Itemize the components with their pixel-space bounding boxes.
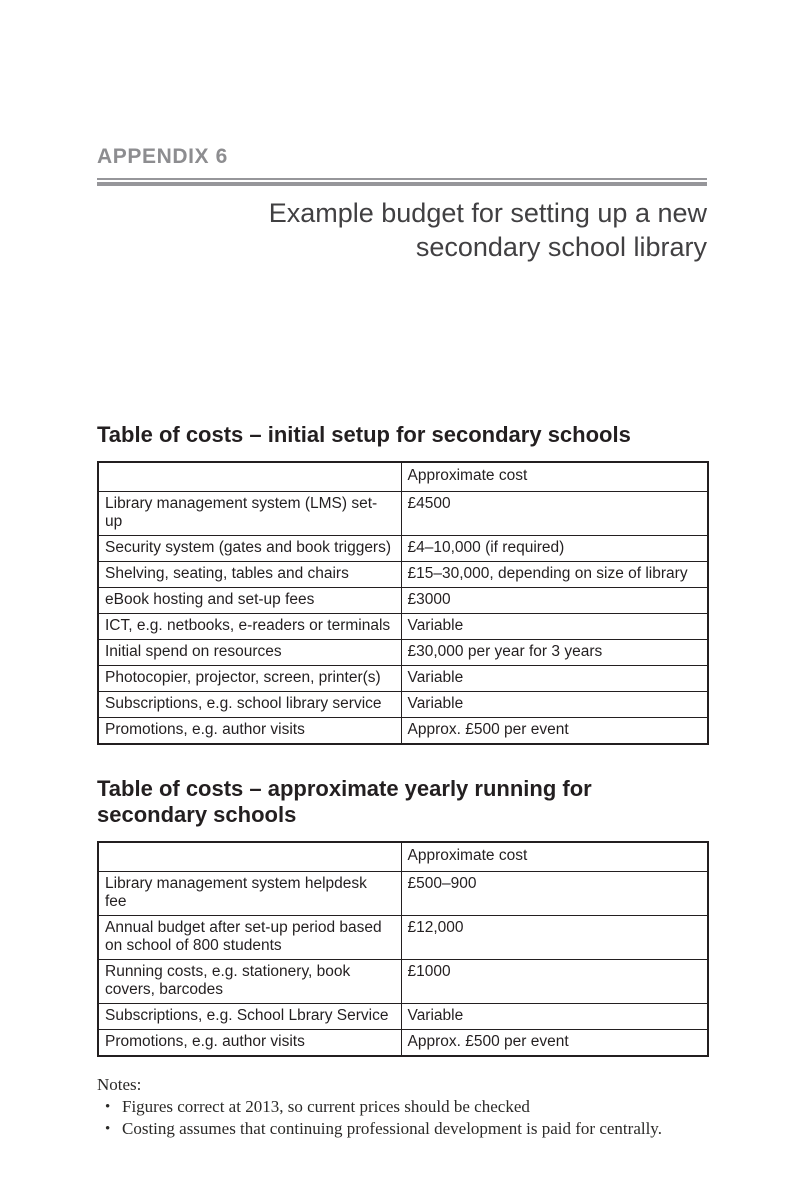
cost-cell: Approx. £500 per event [400,1029,709,1057]
cost-cell: £15–30,000, depending on size of library [400,561,709,588]
notes-label: Notes: [97,1075,142,1094]
table-header-row: Approximate cost [97,461,709,492]
table-row: eBook hosting and set-up fees £3000 [97,587,709,614]
notes-section: Notes: • Figures correct at 2013, so cur… [97,1074,707,1140]
cost-cell: Variable [400,1003,709,1030]
item-cell: Shelving, seating, tables and chairs [97,561,402,588]
page-title-line-1: Example budget for setting up a new [268,198,707,228]
note-bullet-item: • Figures correct at 2013, so current pr… [97,1096,707,1118]
yearly-running-costs-table: Approximate cost Library management syst… [97,841,709,1057]
table-row: Annual budget after set-up period based … [97,915,709,960]
item-cell: Security system (gates and book triggers… [97,535,402,562]
item-cell: Initial spend on resources [97,639,402,666]
appendix-label: APPENDIX 6 [97,145,228,168]
cost-cell: £1000 [400,959,709,1004]
item-cell: eBook hosting and set-up fees [97,587,402,614]
note-text: Figures correct at 2013, so current pric… [122,1097,530,1116]
cost-cell: £4500 [400,491,709,536]
item-cell: Promotions, e.g. author visits [97,717,402,745]
header-double-rule [97,178,707,186]
cost-cell: £4–10,000 (if required) [400,535,709,562]
empty-header-cell [97,841,402,872]
table-row: Library management system helpdesk fee £… [97,871,709,916]
table-row: Subscriptions, e.g. School Lbrary Servic… [97,1003,709,1030]
item-cell: Annual budget after set-up period based … [97,915,402,960]
table-row: ICT, e.g. netbooks, e-readers or termina… [97,613,709,640]
approximate-cost-header: Approximate cost [400,461,709,492]
table-row: Security system (gates and book triggers… [97,535,709,562]
table-row: Promotions, e.g. author visits Approx. £… [97,717,709,745]
cost-cell: £3000 [400,587,709,614]
item-cell: Library management system (LMS) set-up [97,491,402,536]
table-row: Running costs, e.g. stationery, book cov… [97,959,709,1004]
cost-cell: Approx. £500 per event [400,717,709,745]
initial-setup-costs-table: Approximate cost Library management syst… [97,461,709,745]
cost-cell: £30,000 per year for 3 years [400,639,709,666]
table-row: Library management system (LMS) set-up £… [97,491,709,536]
table-row: Initial spend on resources £30,000 per y… [97,639,709,666]
item-cell: Subscriptions, e.g. school library servi… [97,691,402,718]
note-text: Costing assumes that continuing professi… [122,1119,662,1138]
bullet-icon: • [105,1121,111,1137]
note-bullet-item: • Costing assumes that continuing profes… [97,1118,707,1140]
cost-cell: Variable [400,665,709,692]
table-row: Shelving, seating, tables and chairs £15… [97,561,709,588]
table-row: Promotions, e.g. author visits Approx. £… [97,1029,709,1057]
section-heading-initial-setup: Table of costs – initial setup for secon… [97,422,631,447]
empty-header-cell [97,461,402,492]
item-cell: Subscriptions, e.g. School Lbrary Servic… [97,1003,402,1030]
cost-cell: £500–900 [400,871,709,916]
cost-cell: £12,000 [400,915,709,960]
cost-cell: Variable [400,691,709,718]
item-cell: Running costs, e.g. stationery, book cov… [97,959,402,1004]
item-cell: Promotions, e.g. author visits [97,1029,402,1057]
approximate-cost-header: Approximate cost [400,841,709,872]
table-header-row: Approximate cost [97,841,709,872]
table-row: Subscriptions, e.g. school library servi… [97,691,709,718]
page-title-line-2: secondary school library [415,232,707,262]
bullet-icon: • [105,1099,111,1115]
cost-cell: Variable [400,613,709,640]
item-cell: ICT, e.g. netbooks, e-readers or termina… [97,613,402,640]
item-cell: Library management system helpdesk fee [97,871,402,916]
table-row: Photocopier, projector, screen, printer(… [97,665,709,692]
page-title: Example budget for setting up a new seco… [97,196,707,264]
item-cell: Photocopier, projector, screen, printer(… [97,665,402,692]
section-heading-yearly-running: Table of costs – approximate yearly runn… [97,776,592,827]
